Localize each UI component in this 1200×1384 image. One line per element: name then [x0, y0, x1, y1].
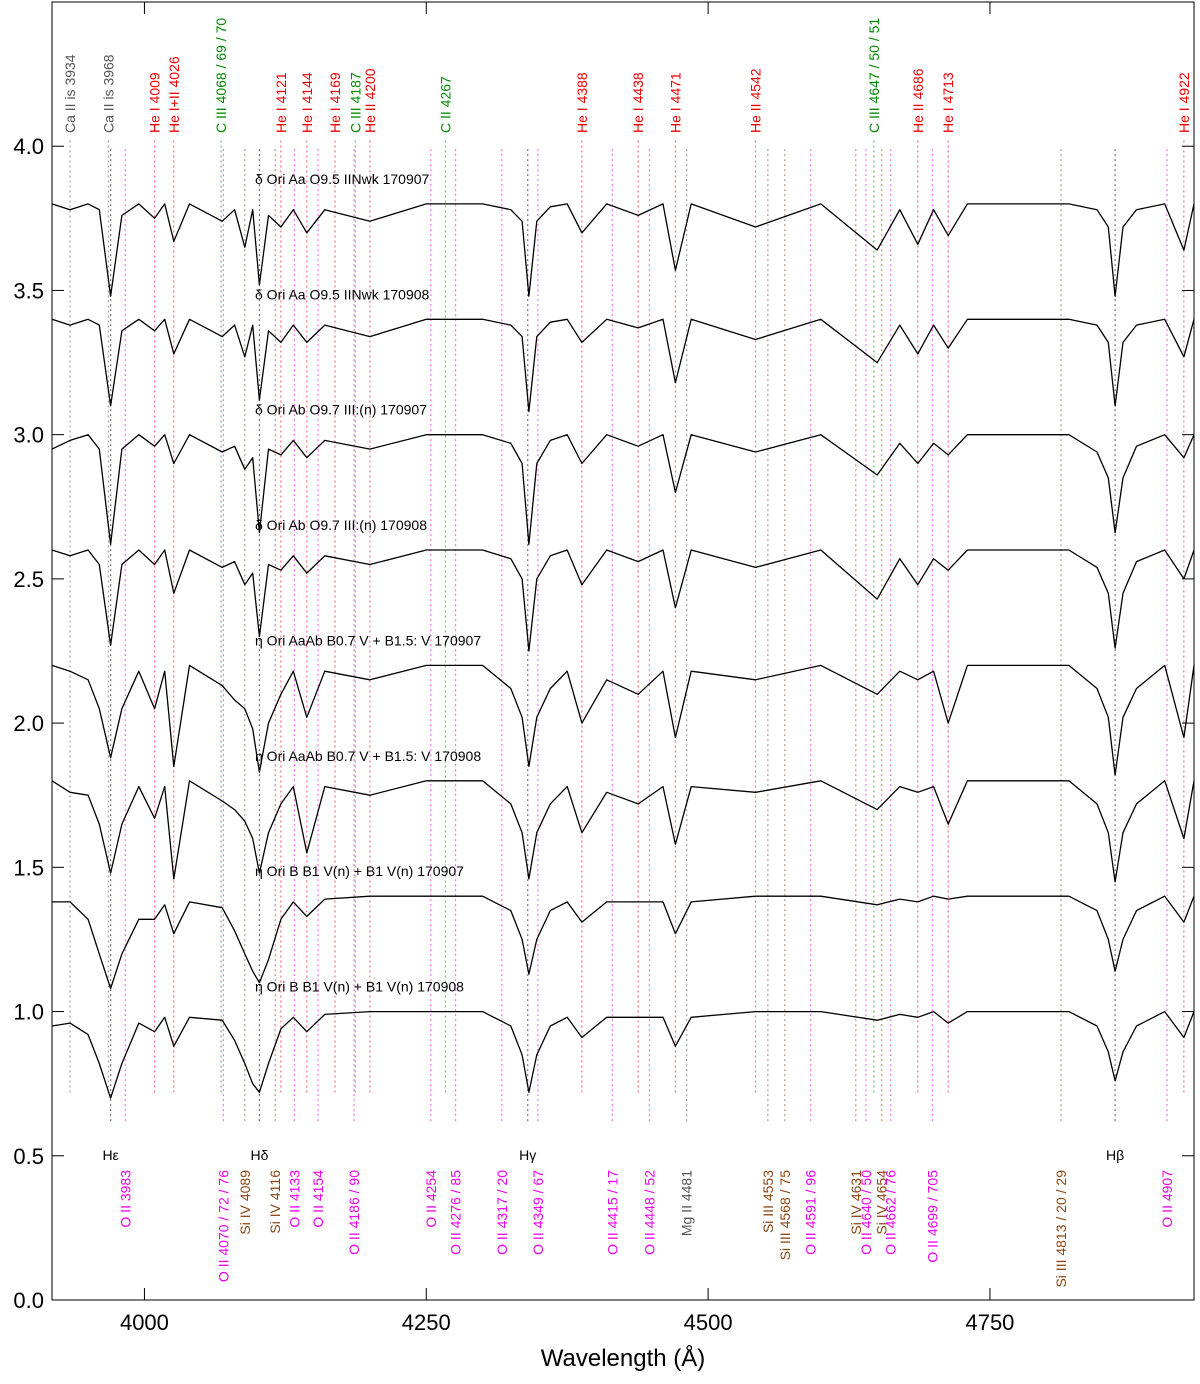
line-id-label: He I 4471 [667, 72, 683, 133]
series-label: η Ori B B1 V(n) + B1 V(n) 170907 [255, 863, 464, 879]
y-tick-label: 1.5 [13, 855, 44, 880]
line-id-label: O II 4317 / 20 [494, 1170, 510, 1255]
line-id-label: He I 4922 [1176, 72, 1192, 133]
line-id-label: O II 4640 / 50 [858, 1170, 874, 1255]
y-tick-label: 2.5 [13, 567, 44, 592]
line-id-label: Si III 4813 / 20 / 29 [1053, 1170, 1069, 1288]
series-label: δ Ori Aa O9.5 IINwk 170907 [255, 171, 430, 187]
line-id-label: Hβ [1106, 1147, 1124, 1163]
line-id-label: C III 4068 / 69 / 70 [213, 18, 229, 133]
line-id-label: He II 4542 [747, 68, 763, 133]
y-tick-label: 3.5 [13, 278, 44, 303]
x-tick-label: 4500 [684, 1310, 733, 1335]
line-id-label: O II 3983 [117, 1170, 133, 1228]
y-tick-label: 0.5 [13, 1144, 44, 1169]
line-id-label: Si IV 4631 [848, 1170, 864, 1235]
line-id-label: He II 4686 [910, 68, 926, 133]
line-id-label: He I 4388 [574, 72, 590, 133]
line-id-label: Si IV 4116 [267, 1170, 283, 1234]
line-id-label: Hδ [250, 1147, 268, 1163]
line-id-label: He I+II 4026 [166, 56, 182, 133]
line-id-label: Si III 4568 / 75 [777, 1170, 793, 1260]
y-tick-label: 1.0 [13, 1000, 44, 1025]
spectrum [51, 549, 1195, 652]
line-id-label: Si IV 4089 [237, 1170, 253, 1235]
x-tick-label: 4000 [120, 1310, 169, 1335]
spectrum [51, 434, 1195, 545]
line-id-label: Hε [102, 1147, 118, 1163]
line-id-label: O II 4186 / 90 [346, 1170, 362, 1255]
line-id-label: O II 4662 / 76 [883, 1170, 899, 1255]
line-id-label: O II 4907 [1159, 1170, 1175, 1228]
line-id-label: He I 4121 [273, 72, 289, 133]
x-tick-label: 4750 [965, 1310, 1014, 1335]
line-id-label: O II 4349 / 67 [530, 1170, 546, 1255]
line-id-label: He I 4438 [630, 72, 646, 133]
line-id-label: O II 4415 / 17 [604, 1170, 620, 1255]
spectrum [51, 1010, 1195, 1099]
line-id-label: O II 4254 [423, 1170, 439, 1228]
line-id-label: He I 4144 [299, 72, 315, 133]
y-tick-label: 4.0 [13, 134, 44, 159]
spectrum [51, 318, 1195, 413]
line-id-label: Ca II is 3934 [62, 54, 78, 133]
line-id-label: O II 4448 / 52 [641, 1170, 657, 1255]
line-id-label: O II 4699 / 705 [924, 1170, 940, 1263]
series-label: η Ori B B1 V(n) + B1 V(n) 170908 [255, 979, 464, 995]
spectrum [52, 895, 1195, 990]
line-id-label: He I 4009 [147, 72, 163, 133]
line-id-label: He II 4200 [362, 68, 378, 133]
line-id-label: He I 4169 [327, 72, 343, 133]
line-id-label: Si IV 4654 [874, 1170, 890, 1235]
x-axis-label: Wavelength (Å) [541, 1344, 706, 1372]
y-tick-label: 3.0 [13, 423, 44, 448]
spectrum [51, 664, 1195, 776]
y-tick-label: 0.0 [13, 1288, 44, 1313]
line-id-label: O II 4133 [286, 1170, 302, 1228]
series-label: η Ori AaAb B0.7 V + B1.5: V 170908 [255, 748, 481, 764]
x-tick-label: 4250 [402, 1310, 451, 1335]
line-id-label: Hγ [519, 1147, 536, 1163]
line-id-label: He I 4713 [940, 72, 956, 133]
line-id-label: Si III 4553 [760, 1170, 776, 1233]
line-id-label: O II 4154 [310, 1170, 326, 1228]
series-label: δ Ori Ab O9.7 III:(n) 170907 [255, 402, 427, 418]
spectrum [51, 203, 1195, 297]
series-label: δ Ori Ab O9.7 III:(n) 170908 [255, 517, 427, 533]
series-label: δ Ori Aa O9.5 IINwk 170908 [255, 286, 430, 302]
line-id-label: Ca II is 3968 [100, 54, 116, 133]
series-label: η Ori AaAb B0.7 V + B1.5: V 170907 [255, 632, 481, 648]
plot-frame [51, 1, 1195, 1301]
line-id-label: C II 4267 [437, 76, 453, 133]
line-id-label: C III 4647 / 50 / 51 [866, 18, 882, 133]
spectrum [51, 780, 1195, 883]
line-id-label: O II 4591 / 96 [803, 1170, 819, 1255]
line-id-label: C III 4187 [347, 72, 363, 133]
line-id-label: Mg II 4481 [679, 1170, 695, 1236]
y-tick-label: 2.0 [13, 711, 44, 736]
line-id-label: O II 4070 / 72 / 76 [215, 1170, 231, 1282]
line-id-label: O II 4276 / 85 [448, 1170, 464, 1255]
